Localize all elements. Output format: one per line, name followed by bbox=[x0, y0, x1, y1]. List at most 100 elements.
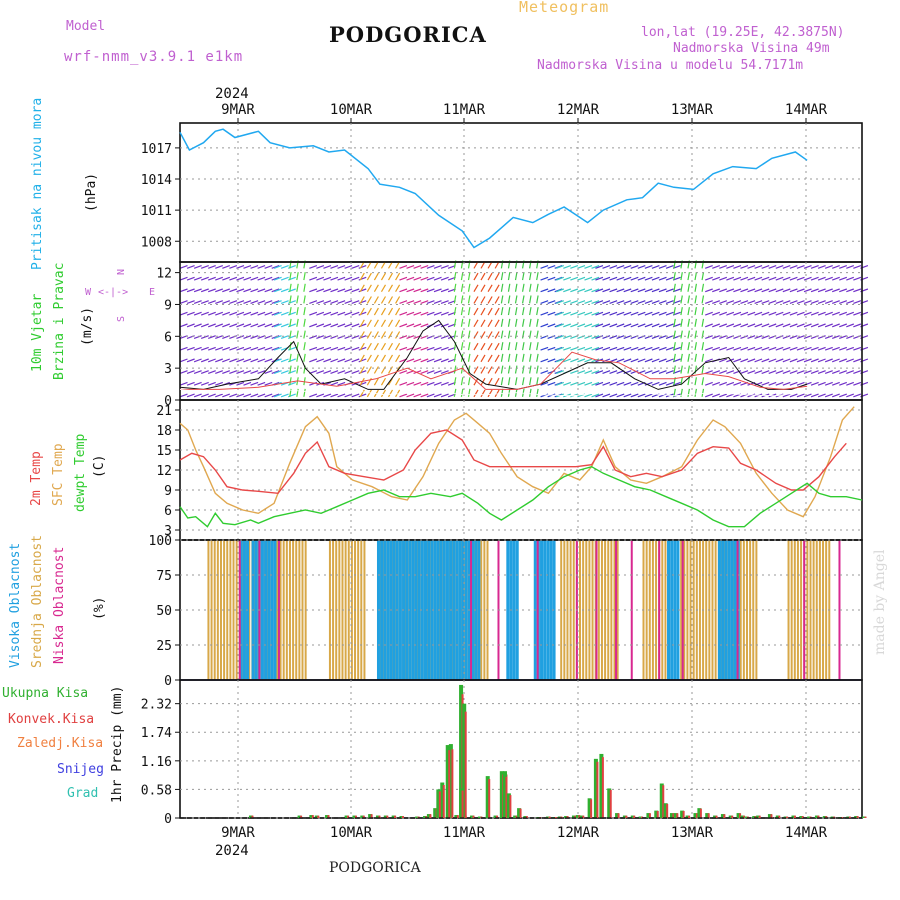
wind-barb bbox=[536, 353, 539, 362]
wind-barb bbox=[623, 323, 632, 328]
wind-barb bbox=[540, 311, 549, 316]
wind-barb bbox=[426, 370, 435, 375]
wind-barb bbox=[775, 300, 784, 304]
wind-barb bbox=[440, 265, 449, 269]
wind-barb bbox=[186, 370, 195, 375]
wind-barb bbox=[536, 307, 539, 316]
precip-total-bar bbox=[352, 815, 357, 818]
wind-barb bbox=[644, 265, 653, 269]
wind-barb bbox=[303, 307, 306, 316]
wind-barb bbox=[761, 323, 770, 328]
wind-barb bbox=[280, 311, 289, 316]
wind-barb bbox=[337, 300, 346, 304]
wind-barb bbox=[817, 370, 826, 375]
wind-barb bbox=[359, 319, 365, 328]
wind-barb bbox=[494, 272, 500, 281]
wind-barb bbox=[846, 265, 855, 269]
precip-conv-bar bbox=[327, 815, 330, 818]
wind-barb bbox=[719, 276, 728, 281]
wind-barb bbox=[426, 288, 435, 293]
elevation-label: Nadmorska Visina 49m bbox=[673, 41, 830, 56]
wind-barb bbox=[733, 311, 742, 316]
wind-barb bbox=[215, 393, 224, 398]
high-cloud-bar bbox=[464, 540, 468, 680]
wind-barb bbox=[630, 265, 639, 269]
wind-barb bbox=[796, 288, 805, 293]
wind-barb bbox=[584, 346, 593, 351]
wind-barb bbox=[810, 346, 819, 351]
wind-barb bbox=[399, 323, 408, 328]
wind-barb bbox=[536, 330, 539, 339]
wind-barb bbox=[754, 370, 763, 375]
wind-barb bbox=[433, 300, 442, 304]
high-cloud-bar bbox=[417, 540, 421, 680]
wind-barb bbox=[359, 342, 365, 351]
pressure-panel: 1008 1011 1014 1017 bbox=[141, 122, 863, 263]
wind-barb bbox=[726, 300, 735, 304]
wind-barb bbox=[740, 335, 749, 339]
wind-barb bbox=[665, 300, 674, 304]
wind-barb bbox=[236, 276, 245, 281]
precip-total-bar bbox=[523, 816, 528, 818]
wind-barb bbox=[351, 346, 360, 351]
precip-conv-bar bbox=[864, 816, 867, 818]
wind-barb bbox=[440, 370, 449, 375]
wind-barb bbox=[366, 319, 372, 328]
wind-barb bbox=[460, 272, 464, 281]
wind-barb bbox=[467, 365, 471, 374]
wind-barb bbox=[521, 307, 525, 316]
precip-conv-bar bbox=[609, 789, 612, 818]
wind-barb bbox=[609, 370, 618, 375]
wind-barb bbox=[853, 300, 862, 304]
wind-barb bbox=[789, 381, 798, 386]
precip-total-bar bbox=[546, 816, 551, 818]
wind-barb bbox=[761, 311, 770, 316]
wind-barb bbox=[832, 276, 840, 281]
wind-barb bbox=[426, 358, 435, 363]
wind-barb bbox=[273, 370, 282, 375]
wind-barb bbox=[536, 388, 539, 397]
precip-conv-bar bbox=[707, 813, 710, 818]
precip-total-bar bbox=[391, 815, 396, 818]
wind-barb bbox=[529, 388, 532, 397]
wind-barb bbox=[680, 388, 683, 397]
precip-conv-bar bbox=[448, 750, 451, 818]
wind-barb bbox=[623, 346, 632, 351]
wind-barb bbox=[473, 377, 479, 386]
high-cloud-bar bbox=[477, 540, 481, 680]
precip-total-bar bbox=[459, 684, 464, 818]
mid-cloud-bar bbox=[664, 540, 667, 680]
wind-barb bbox=[309, 265, 318, 269]
wind-barb bbox=[460, 307, 464, 316]
wind-barb bbox=[803, 300, 812, 304]
mid-cloud-bar bbox=[711, 540, 714, 680]
wind-barb bbox=[273, 311, 282, 316]
mid-cloud-bar bbox=[680, 540, 683, 680]
wind-barb bbox=[782, 265, 791, 269]
wind-barb bbox=[810, 323, 819, 328]
wind-barb bbox=[208, 358, 216, 363]
wind-barb bbox=[665, 323, 674, 328]
precip-total-bar bbox=[799, 816, 804, 818]
wind-barb bbox=[487, 272, 493, 281]
wind-barb bbox=[651, 276, 660, 281]
wind-barb bbox=[236, 393, 245, 398]
wind-barb bbox=[380, 284, 387, 293]
precip-conv-bar bbox=[688, 815, 691, 818]
wind-barb bbox=[637, 323, 646, 328]
year-bottom-label: 2024 bbox=[215, 843, 249, 859]
wind-barb bbox=[595, 288, 604, 293]
mid-cloud-bar bbox=[661, 540, 664, 680]
wind-barb bbox=[296, 365, 299, 374]
precip-total-bar bbox=[685, 815, 690, 818]
wind-barb bbox=[726, 370, 735, 375]
mid-cloud-bar bbox=[304, 540, 307, 680]
wind-barb bbox=[387, 331, 394, 339]
wind-barb bbox=[726, 323, 735, 328]
y-tick-label: 18 bbox=[156, 424, 172, 439]
wind-barb bbox=[754, 300, 763, 304]
wind-barb bbox=[193, 323, 202, 328]
compass-cross: <-|-> bbox=[98, 287, 129, 298]
wind-barb bbox=[712, 276, 721, 281]
